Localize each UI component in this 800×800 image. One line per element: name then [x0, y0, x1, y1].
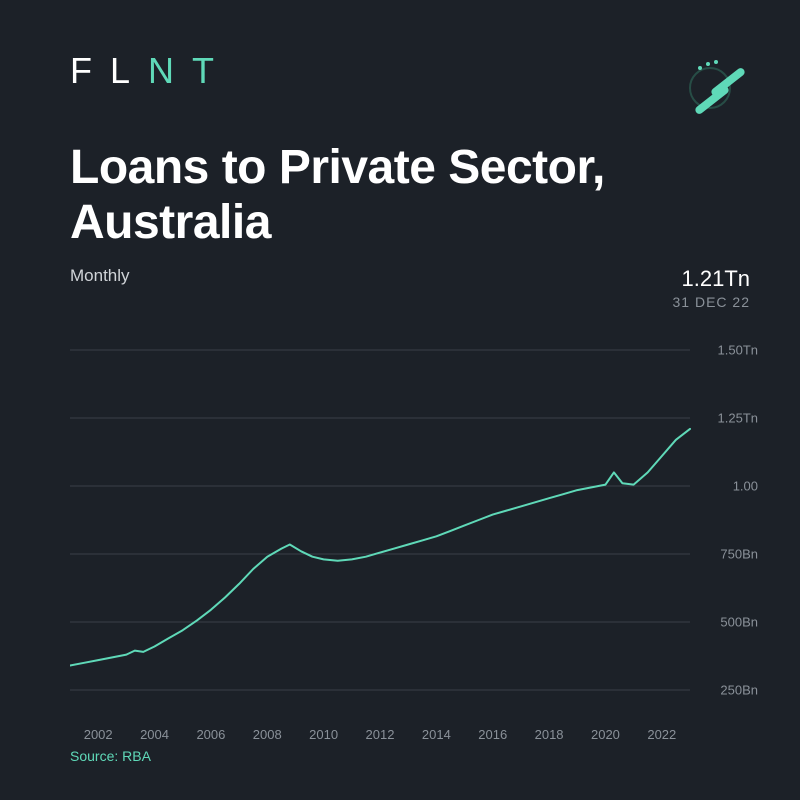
x-axis-label: 2022: [647, 727, 676, 742]
chart-area: 250Bn500Bn750Bn1.001.25Tn1.50Tn200220042…: [70, 340, 750, 720]
x-axis-label: 2016: [478, 727, 507, 742]
x-axis-label: 2006: [196, 727, 225, 742]
brand-letter: T: [192, 50, 232, 91]
x-axis-label: 2010: [309, 727, 338, 742]
y-axis-label: 1.25Tn: [718, 411, 758, 426]
x-axis-label: 2012: [366, 727, 395, 742]
x-axis-label: 2008: [253, 727, 282, 742]
x-axis-label: 2002: [84, 727, 113, 742]
brand-icon: [680, 50, 750, 120]
chart-subtitle: Monthly: [70, 266, 130, 286]
latest-value-block: 1.21Tn 31 DEC 22: [673, 266, 750, 310]
x-axis-label: 2020: [591, 727, 620, 742]
latest-value: 1.21Tn: [673, 266, 750, 292]
y-axis-label: 1.50Tn: [718, 343, 758, 358]
brand-logo-text: FLNT: [70, 50, 232, 92]
brand-letter: L: [110, 50, 148, 91]
latest-date: 31 DEC 22: [673, 294, 750, 310]
data-line: [70, 429, 690, 666]
brand-letter: N: [148, 50, 192, 91]
y-axis-label: 1.00: [733, 479, 758, 494]
x-axis-label: 2004: [140, 727, 169, 742]
source-attribution: Source: RBA: [70, 748, 151, 764]
meta-row: Monthly 1.21Tn 31 DEC 22: [70, 266, 750, 310]
brand-letter: F: [70, 50, 110, 91]
chart-title: Loans to Private Sector, Australia: [70, 140, 750, 250]
y-axis-label: 500Bn: [720, 615, 758, 630]
line-chart-svg: [70, 340, 750, 720]
chart-card: FLNT Loans to Private Sector, Australia …: [0, 0, 800, 800]
y-axis-label: 750Bn: [720, 547, 758, 562]
x-axis-label: 2018: [535, 727, 564, 742]
y-axis-label: 250Bn: [720, 683, 758, 698]
x-axis-label: 2014: [422, 727, 451, 742]
header-row: FLNT: [70, 50, 750, 120]
